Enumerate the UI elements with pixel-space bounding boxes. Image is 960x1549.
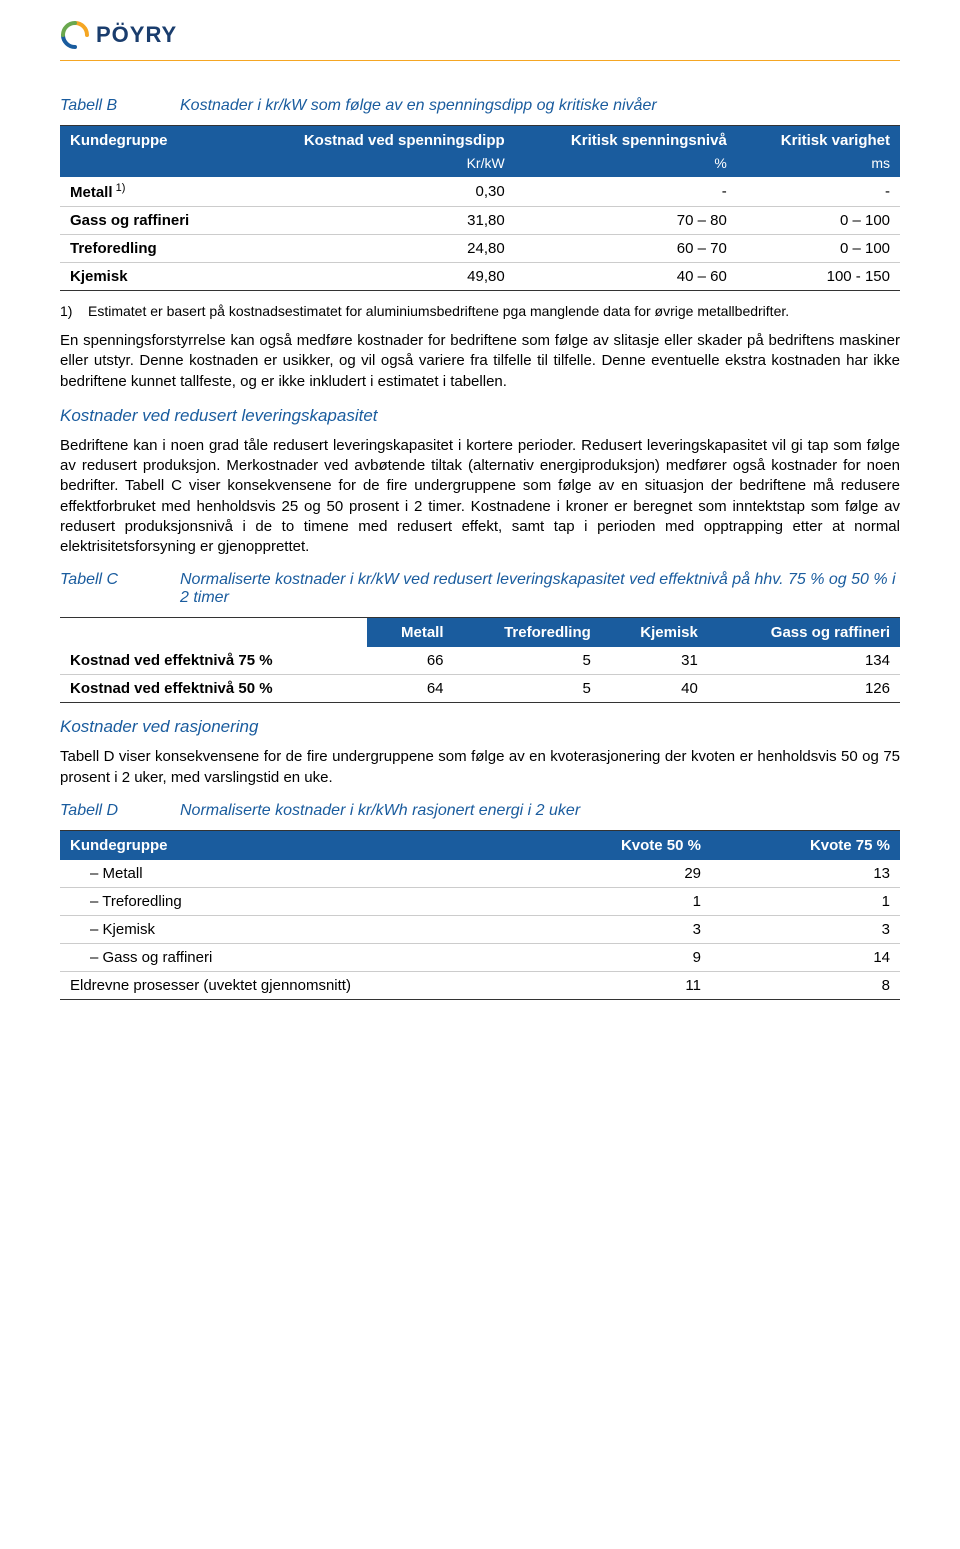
- table-b-label: Tabell B: [60, 97, 180, 115]
- table-d-col-1: Kvote 50 %: [522, 830, 711, 860]
- table-cell: 8: [711, 971, 900, 999]
- table-b-col-3: Kritisk varighet: [737, 126, 900, 156]
- brand-name: PÖYRY: [96, 22, 177, 48]
- table-b-footnote: 1)Estimatet er basert på kostnadsestimat…: [60, 303, 900, 319]
- table-cell: 64: [367, 675, 453, 703]
- table-cell: Kjemisk: [60, 263, 236, 291]
- table-cell: 126: [708, 675, 900, 703]
- table-cell: 24,80: [236, 235, 515, 263]
- table-cell: 1: [711, 887, 900, 915]
- table-b-unit-1: Kr/kW: [236, 155, 515, 177]
- table-b-caption: Kostnader i kr/kW som følge av en spenni…: [180, 97, 657, 115]
- section-heading-2: Kostnader ved rasjonering: [60, 717, 900, 737]
- footnote-num: 1): [60, 303, 88, 319]
- table-d-caption-block: Tabell D Normaliserte kostnader i kr/kWh…: [60, 802, 900, 820]
- table-cell: 66: [367, 647, 453, 675]
- table-cell: -: [737, 177, 900, 207]
- table-c-label: Tabell C: [60, 571, 180, 589]
- paragraph-1: En spenningsforstyrrelse kan også medfør…: [60, 331, 900, 392]
- table-cell: Eldrevne prosesser (uvektet gjennomsnitt…: [60, 971, 522, 999]
- table-row: Treforedling24,8060 – 700 – 100: [60, 235, 900, 263]
- table-c-caption: Normaliserte kostnader i kr/kW ved redus…: [180, 571, 900, 607]
- table-cell: 3: [711, 915, 900, 943]
- table-c-col-1: Metall: [367, 618, 453, 648]
- table-d-col-2: Kvote 75 %: [711, 830, 900, 860]
- footnote-text: Estimatet er basert på kostnadsestimatet…: [88, 303, 789, 319]
- table-cell: 5: [454, 647, 601, 675]
- table-cell: 1: [522, 887, 711, 915]
- header-divider: [60, 60, 900, 61]
- table-b-col-0: Kundegruppe: [60, 126, 236, 156]
- table-cell: 100 - 150: [737, 263, 900, 291]
- table-b-caption-block: Tabell B Kostnader i kr/kW som følge av …: [60, 97, 900, 115]
- table-row: Eldrevne prosesser (uvektet gjennomsnitt…: [60, 971, 900, 999]
- table-cell: – Metall: [60, 860, 522, 888]
- table-cell: 134: [708, 647, 900, 675]
- table-cell: 31: [601, 647, 708, 675]
- table-cell: Treforedling: [60, 235, 236, 263]
- table-c-caption-block: Tabell C Normaliserte kostnader i kr/kW …: [60, 571, 900, 607]
- table-row: Gass og raffineri31,8070 – 800 – 100: [60, 207, 900, 235]
- table-cell: 60 – 70: [515, 235, 737, 263]
- table-cell: -: [515, 177, 737, 207]
- table-cell: 3: [522, 915, 711, 943]
- table-cell: 49,80: [236, 263, 515, 291]
- table-d-col-0: Kundegruppe: [60, 830, 522, 860]
- table-b-col-2: Kritisk spenningsnivå: [515, 126, 737, 156]
- table-cell: 5: [454, 675, 601, 703]
- table-d-label: Tabell D: [60, 802, 180, 820]
- table-b-unit-0: [60, 155, 236, 177]
- table-row: Metall 1)0,30--: [60, 177, 900, 207]
- table-cell: Kostnad ved effektnivå 50 %: [60, 675, 367, 703]
- table-c-col-2: Treforedling: [454, 618, 601, 648]
- table-cell: Kostnad ved effektnivå 75 %: [60, 647, 367, 675]
- table-b-unit-3: ms: [737, 155, 900, 177]
- section-heading-1: Kostnader ved redusert leveringskapasite…: [60, 406, 900, 426]
- table-cell: 0,30: [236, 177, 515, 207]
- table-d: Kundegruppe Kvote 50 % Kvote 75 % – Meta…: [60, 830, 900, 1000]
- table-d-caption: Normaliserte kostnader i kr/kWh rasjoner…: [180, 802, 580, 820]
- table-c: Metall Treforedling Kjemisk Gass og raff…: [60, 617, 900, 703]
- table-c-col-0: [60, 618, 367, 648]
- paragraph-2: Bedriftene kan i noen grad tåle redusert…: [60, 436, 900, 558]
- paragraph-3: Tabell D viser konsekvensene for de fire…: [60, 747, 900, 788]
- table-cell: 31,80: [236, 207, 515, 235]
- table-cell: 40 – 60: [515, 263, 737, 291]
- table-cell: 70 – 80: [515, 207, 737, 235]
- table-row: – Gass og raffineri914: [60, 943, 900, 971]
- table-cell: 0 – 100: [737, 207, 900, 235]
- table-c-col-3: Kjemisk: [601, 618, 708, 648]
- table-row: – Metall2913: [60, 860, 900, 888]
- table-cell: 13: [711, 860, 900, 888]
- table-cell: – Treforedling: [60, 887, 522, 915]
- table-cell: 40: [601, 675, 708, 703]
- table-cell: 0 – 100: [737, 235, 900, 263]
- table-row: – Treforedling11: [60, 887, 900, 915]
- table-row: – Kjemisk33: [60, 915, 900, 943]
- table-cell: 11: [522, 971, 711, 999]
- table-row: Kjemisk49,8040 – 60100 - 150: [60, 263, 900, 291]
- table-cell: – Gass og raffineri: [60, 943, 522, 971]
- table-cell: – Kjemisk: [60, 915, 522, 943]
- table-cell: 9: [522, 943, 711, 971]
- table-cell: Metall 1): [60, 177, 236, 207]
- table-cell: 29: [522, 860, 711, 888]
- table-cell: 14: [711, 943, 900, 971]
- table-c-col-4: Gass og raffineri: [708, 618, 900, 648]
- table-b-col-1: Kostnad ved spenningsdipp: [236, 126, 515, 156]
- table-b: Kundegruppe Kostnad ved spenningsdipp Kr…: [60, 125, 900, 291]
- poyry-logo-icon: [60, 20, 90, 50]
- brand-header: PÖYRY: [60, 20, 900, 50]
- table-row: Kostnad ved effektnivå 50 %64540126: [60, 675, 900, 703]
- table-cell: Gass og raffineri: [60, 207, 236, 235]
- table-row: Kostnad ved effektnivå 75 %66531134: [60, 647, 900, 675]
- table-b-unit-2: %: [515, 155, 737, 177]
